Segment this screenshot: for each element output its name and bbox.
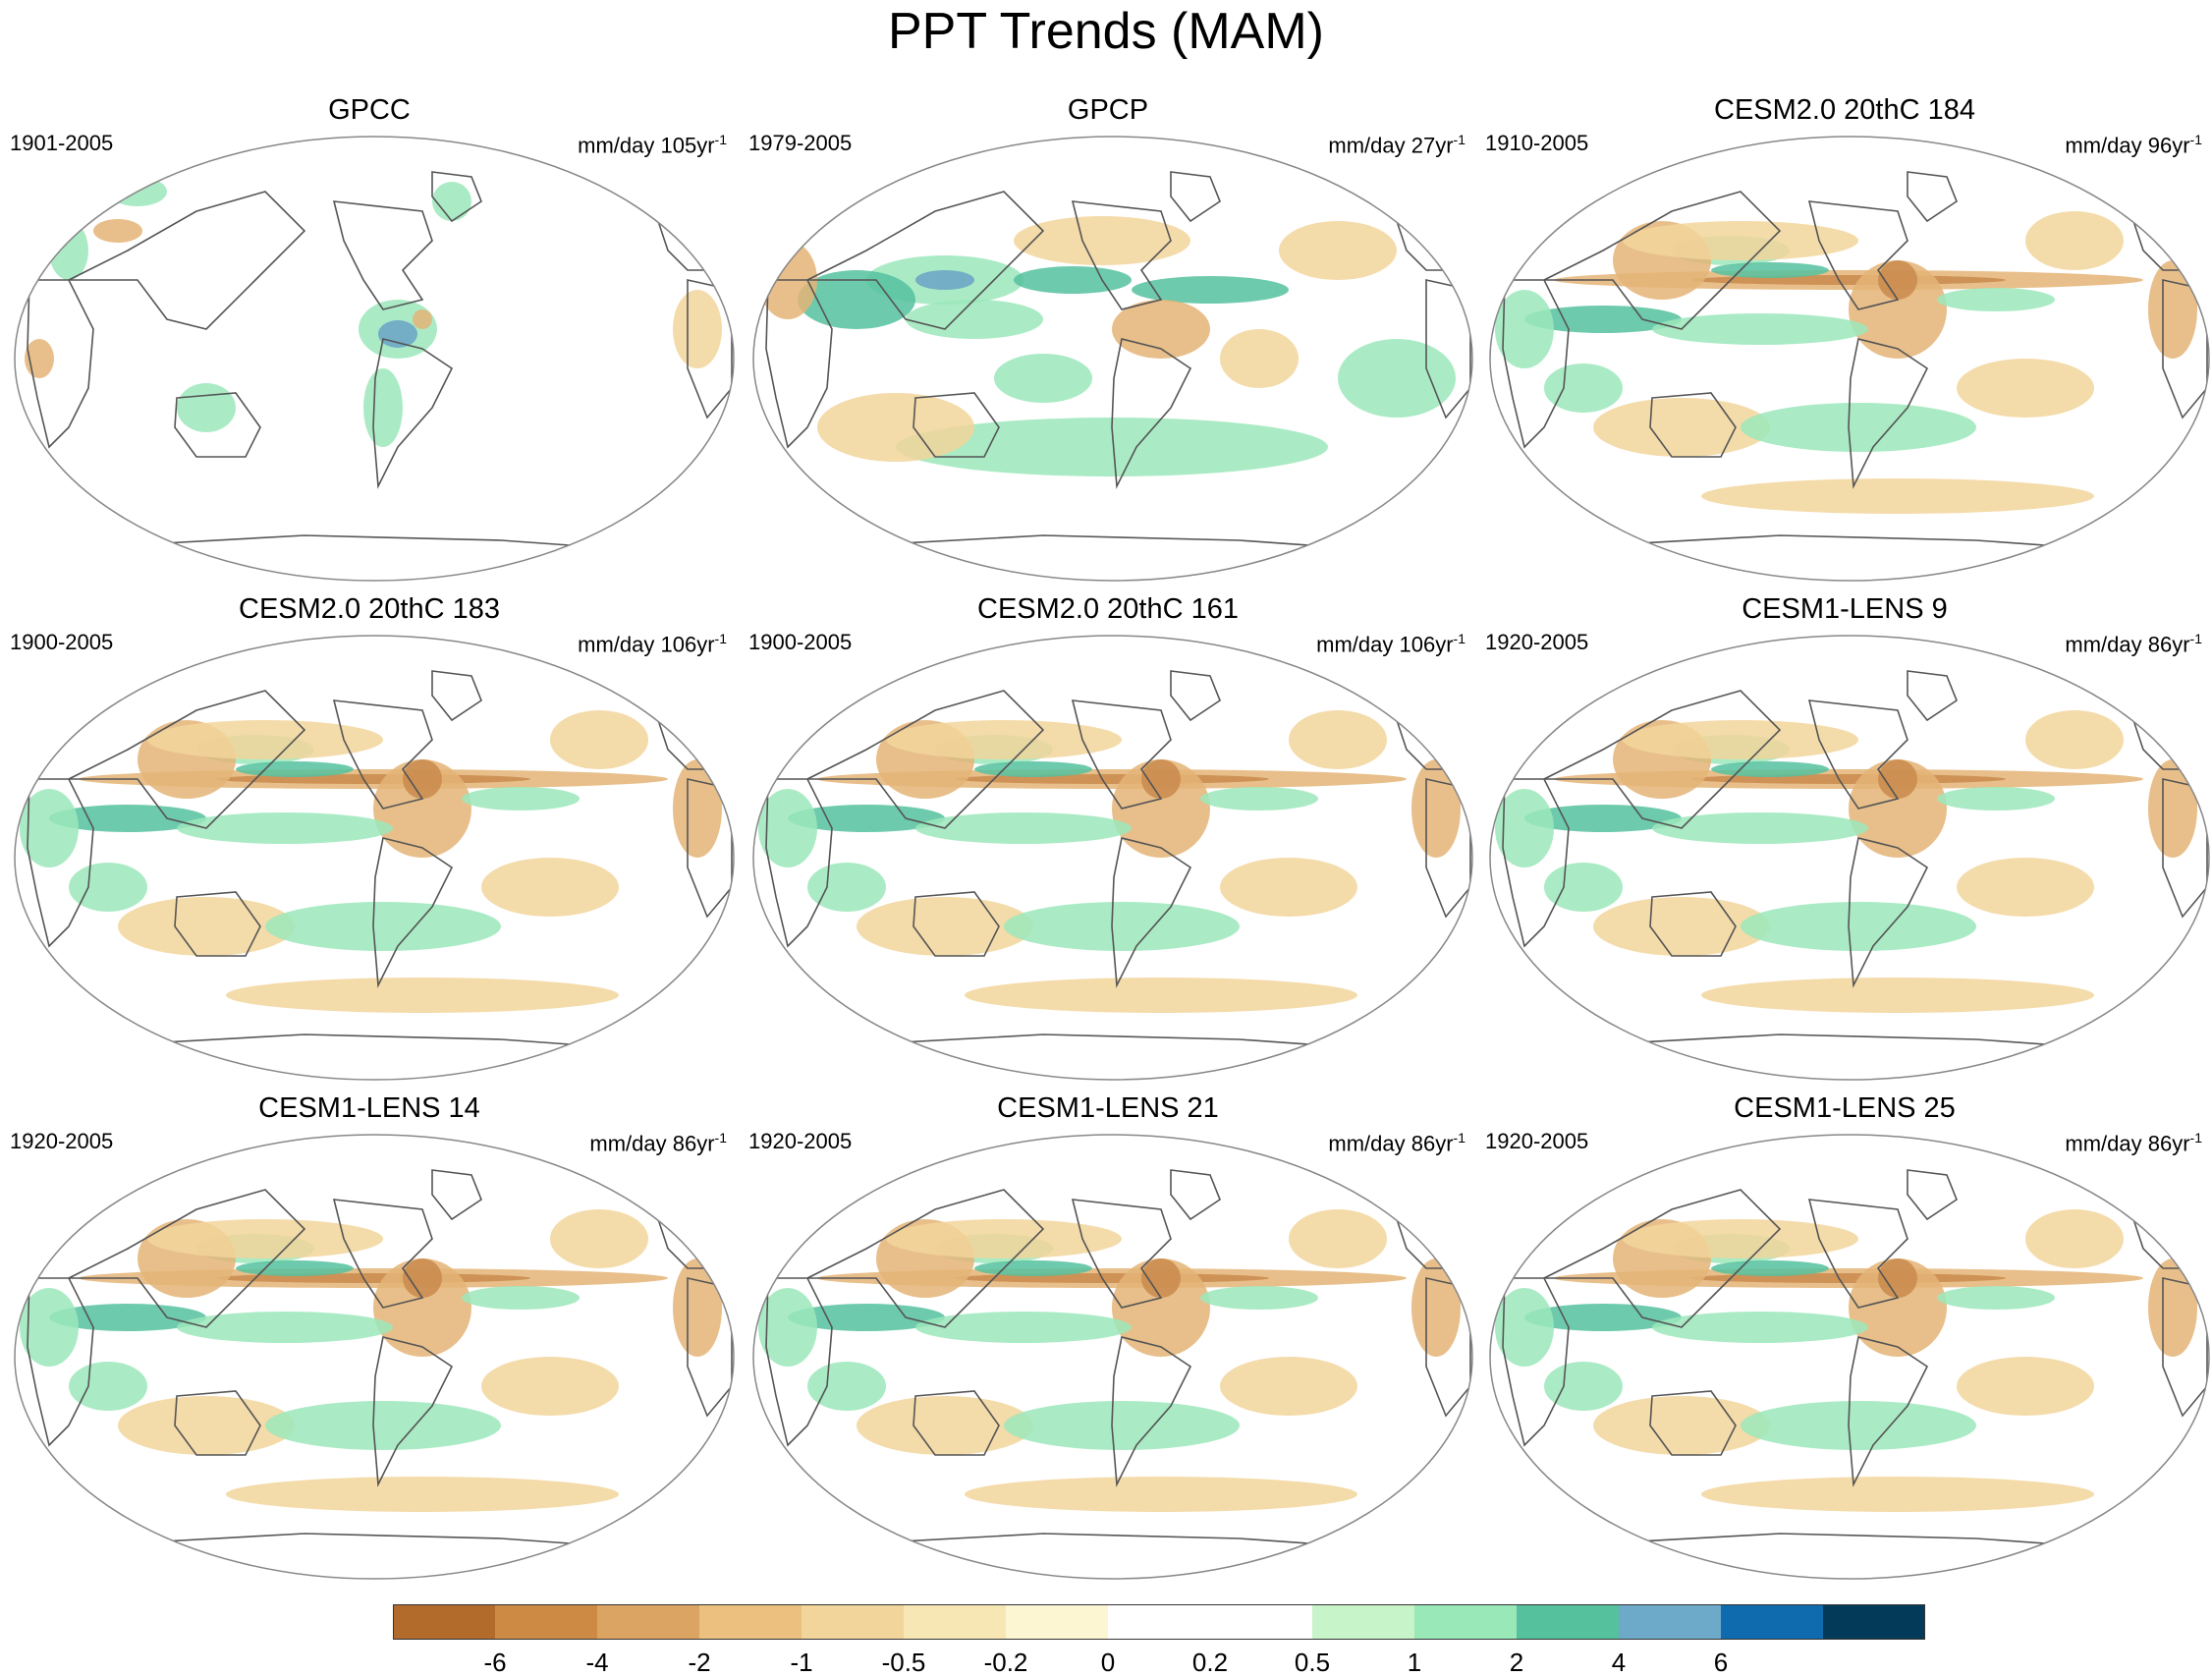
map-panel: CESM1-LENS 25 1920-2005 mm/day 86yr-1 [1475, 1091, 2212, 1583]
colorbar-swatch [904, 1604, 1006, 1640]
colorbar-swatch [495, 1604, 597, 1640]
colorbar-swatch [393, 1604, 495, 1640]
world-map [1489, 635, 2210, 1081]
panel-title: CESM1-LENS 21 [997, 1092, 1219, 1124]
colorbar-tick-label: -4 [585, 1648, 609, 1677]
world-map [752, 1134, 1473, 1580]
colorbar-tick-label: 6 [1713, 1648, 1729, 1677]
panel-units: mm/day 86yr-1 [2065, 631, 2202, 657]
colorbar-tick-label: -6 [483, 1648, 507, 1677]
colorbar-tick-label: -2 [688, 1648, 711, 1677]
map-panel: GPCC 1901-2005 mm/day 105yr-1 [0, 93, 739, 585]
panel-title: GPCP [1067, 94, 1149, 126]
panel-period: 1920-2005 [748, 1129, 853, 1153]
colorbar-tick-label: 0.2 [1191, 1648, 1229, 1677]
colorbar-swatch [699, 1604, 802, 1640]
panel-period: 1920-2005 [10, 1129, 114, 1153]
world-map [1489, 136, 2210, 582]
panel-period: 1979-2005 [748, 131, 853, 155]
world-map [752, 635, 1473, 1081]
colorbar-tick-label: 0 [1100, 1648, 1116, 1677]
panel-period: 1920-2005 [1485, 1129, 1589, 1153]
panel-units: mm/day 86yr-1 [589, 1130, 727, 1156]
panel-units: mm/day 105yr-1 [578, 132, 727, 158]
map-panel: CESM2.0 20thC 183 1900-2005 mm/day 106yr-1 [0, 592, 739, 1084]
panel-units: mm/day 27yr-1 [1328, 132, 1465, 158]
panel-units: mm/day 96yr-1 [2065, 132, 2202, 158]
map-panel: CESM1-LENS 21 1920-2005 mm/day 86yr-1 [739, 1091, 1477, 1583]
colorbar-swatch [1108, 1604, 1210, 1640]
panel-title: GPCC [328, 94, 411, 126]
figure-title: PPT Trends (MAM) [887, 3, 1324, 60]
world-map [1489, 1134, 2210, 1580]
colorbar-tick-label: -0.5 [881, 1648, 926, 1677]
world-map [752, 136, 1473, 582]
panel-period: 1901-2005 [10, 131, 114, 155]
map-panel: CESM1-LENS 9 1920-2005 mm/day 86yr-1 [1475, 592, 2212, 1084]
panel-period: 1920-2005 [1485, 630, 1589, 654]
colorbar-swatch [1619, 1604, 1721, 1640]
colorbar-swatch [1517, 1604, 1619, 1640]
colorbar-tick-label: 2 [1509, 1648, 1524, 1677]
panel-period: 1900-2005 [10, 630, 114, 654]
world-map [14, 136, 735, 582]
panel-units: mm/day 86yr-1 [2065, 1130, 2202, 1156]
panel-title: CESM2.0 20thC 183 [239, 593, 500, 625]
map-panel: CESM2.0 20thC 161 1900-2005 mm/day 106yr-1 [739, 592, 1477, 1084]
colorbar-swatch [597, 1604, 699, 1640]
colorbar-swatch [1006, 1604, 1108, 1640]
colorbar-swatch [1823, 1604, 1925, 1640]
map-panel: CESM2.0 20thC 184 1910-2005 mm/day 96yr-1 [1475, 93, 2212, 585]
panel-units: mm/day 106yr-1 [578, 631, 727, 657]
panel-period: 1910-2005 [1485, 131, 1589, 155]
world-map [14, 635, 735, 1081]
panel-title: CESM1-LENS 25 [1734, 1092, 1956, 1124]
colorbar-swatch [1312, 1604, 1414, 1640]
world-map [14, 1134, 735, 1580]
panel-period: 1900-2005 [748, 630, 853, 654]
map-panel: CESM1-LENS 14 1920-2005 mm/day 86yr-1 [0, 1091, 739, 1583]
panel-units: mm/day 106yr-1 [1316, 631, 1465, 657]
colorbar-swatch [802, 1604, 904, 1640]
colorbar-tick-label: 0.5 [1294, 1648, 1331, 1677]
panel-units: mm/day 86yr-1 [1328, 1130, 1465, 1156]
panel-title: CESM1-LENS 14 [258, 1092, 480, 1124]
colorbar-swatch [1210, 1604, 1312, 1640]
colorbar-tick-label: -0.2 [983, 1648, 1028, 1677]
panel-title: CESM1-LENS 9 [1742, 593, 1948, 625]
colorbar-tick-label: -1 [790, 1648, 813, 1677]
colorbar-tick-label: 1 [1407, 1648, 1422, 1677]
colorbar-swatch [1414, 1604, 1517, 1640]
map-panel: GPCP 1979-2005 mm/day 27yr-1 [739, 93, 1477, 585]
colorbar-swatch [1721, 1604, 1823, 1640]
panel-title: CESM2.0 20thC 184 [1714, 94, 1975, 126]
colorbar-tick-label: 4 [1611, 1648, 1627, 1677]
colorbar-frame [393, 1604, 1925, 1640]
panel-title: CESM2.0 20thC 161 [977, 593, 1239, 625]
